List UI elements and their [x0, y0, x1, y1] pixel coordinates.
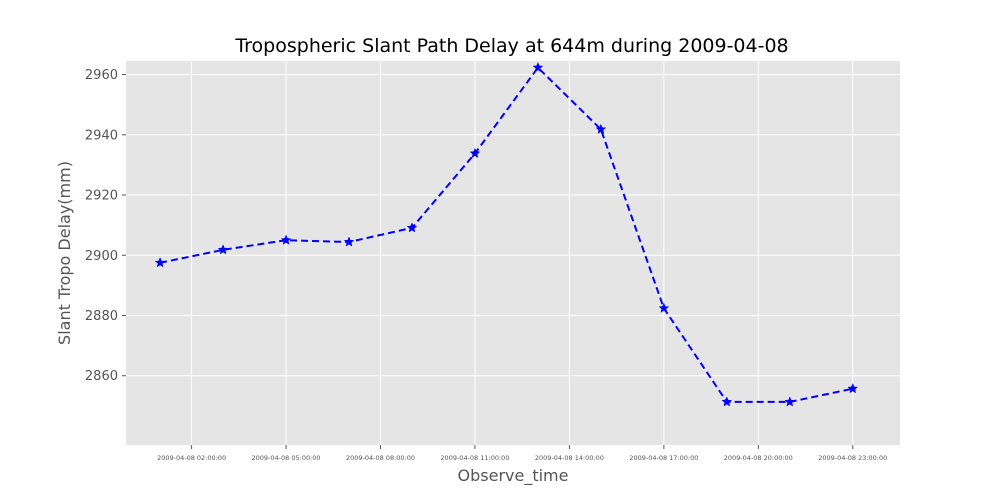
x-tick-label: 2009-04-08 11:00:00	[440, 454, 509, 462]
data-point-star-icon	[784, 396, 796, 407]
data-point-star-icon	[595, 123, 607, 134]
axis-ticks: 2860 2880 2900 2920 2940 2960 2009-04-08 02:00…	[85, 68, 887, 462]
y-tick-label: 2900	[85, 249, 118, 264]
data-point-star-icon	[343, 236, 355, 247]
y-tick-label: 2860	[85, 369, 118, 384]
x-tick-label: 2009-04-08 20:00:00	[724, 454, 793, 462]
y-tick-label: 2880	[85, 309, 118, 324]
data-point-star-icon	[406, 222, 418, 233]
y-tick-label: 2960	[85, 68, 118, 83]
data-point-star-icon	[532, 61, 544, 73]
y-axis-label: Slant Tropo Delay(mm)	[55, 161, 74, 345]
y-tick-label: 2920	[85, 189, 118, 204]
plot-area	[126, 61, 900, 445]
grid-lines	[126, 61, 900, 445]
x-tick-label: 2009-04-08 17:00:00	[629, 454, 698, 462]
x-tick-label: 2009-04-08 05:00:00	[252, 454, 321, 462]
data-point-star-icon	[658, 302, 670, 313]
data-point-star-icon	[847, 383, 859, 394]
x-tick-label: 2009-04-08 02:00:00	[157, 454, 226, 462]
x-axis-label: Observe_time	[458, 466, 569, 486]
y-tick-label: 2940	[85, 128, 118, 143]
x-tick-label: 2009-04-08 14:00:00	[535, 454, 604, 462]
data-point-star-icon	[469, 147, 481, 159]
x-tick-label: 2009-04-08 08:00:00	[346, 454, 415, 462]
data-point-star-icon	[154, 257, 166, 268]
series-line-layer	[154, 61, 859, 407]
data-point-star-icon	[217, 244, 229, 255]
x-tick-label: 2009-04-08 23:00:00	[818, 454, 887, 462]
data-point-star-icon	[280, 234, 292, 245]
data-point-star-icon	[721, 396, 733, 407]
series-line	[159, 66, 853, 403]
chart-title: Tropospheric Slant Path Delay at 644m du…	[234, 35, 788, 57]
